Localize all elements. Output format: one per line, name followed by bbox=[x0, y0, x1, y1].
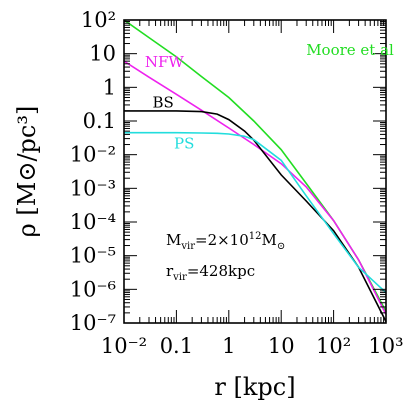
x-tick-label: 0.1 bbox=[160, 334, 193, 358]
y-tick-label: 10⁻⁶ bbox=[70, 277, 116, 301]
x-axis-title: r [kpc] bbox=[214, 373, 295, 401]
x-tick-label: 10 bbox=[268, 334, 295, 358]
labels-layer: 10⁻² 0.1 1 10 10² 10³ 10² 10 1 0.1 10⁻² 10⁻³ 10⁻⁴ 10⁻… bbox=[70, 8, 404, 358]
x-tick-label: 10⁻² bbox=[101, 334, 147, 358]
annotation-virial-mass: Mvir=2×1012M⊙ bbox=[166, 231, 285, 252]
y-tick-label: 10⁻² bbox=[70, 143, 116, 167]
series-label-nfw: NFW bbox=[145, 53, 185, 71]
y-tick-label: 10⁻⁷ bbox=[70, 311, 116, 335]
y-tick-label: 10⁻⁴ bbox=[70, 210, 116, 234]
series-label-bs: BS bbox=[153, 94, 174, 112]
y-tick-label: 10⁻³ bbox=[70, 176, 116, 200]
plot-frame bbox=[123, 19, 387, 324]
y-axis-title: ρ [M⊙/pc³] bbox=[13, 106, 41, 238]
y-tick-label: 0.1 bbox=[83, 109, 116, 133]
series-label-moore-et-al: Moore et al bbox=[306, 41, 394, 59]
x-tick-label: 1 bbox=[222, 334, 235, 358]
ticks-layer bbox=[123, 19, 387, 324]
y-tick-label: 10⁻⁵ bbox=[70, 244, 116, 268]
series-label-ps: PS bbox=[174, 135, 194, 153]
series-line-nfw bbox=[123, 60, 387, 315]
y-tick-label: 10² bbox=[81, 8, 116, 32]
y-tick-label: 10 bbox=[89, 42, 116, 66]
series-line-bs bbox=[124, 110, 387, 322]
annotation-virial-radius: rvir=428kpc bbox=[166, 262, 255, 283]
series-line-ps bbox=[124, 131, 387, 294]
series-layer bbox=[123, 19, 387, 322]
annotation-layer: Mvir=2×1012M⊙ rvir=428kpc bbox=[166, 231, 285, 283]
x-tick-label: 10³ bbox=[368, 334, 403, 358]
y-tick-label: 1 bbox=[103, 75, 116, 99]
x-tick-label: 10² bbox=[316, 334, 351, 358]
